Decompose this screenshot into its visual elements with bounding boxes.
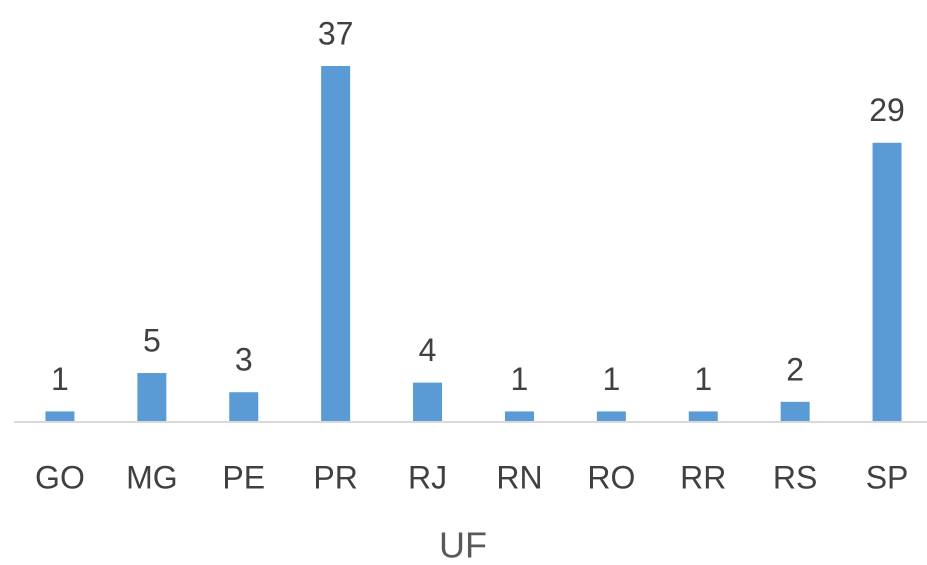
x-tick-label: RS — [773, 459, 817, 495]
bar — [45, 411, 75, 421]
bar — [321, 66, 351, 421]
data-label: 1 — [602, 361, 620, 397]
data-label: 29 — [869, 92, 905, 128]
x-tick-label: RO — [587, 459, 635, 495]
data-label: 4 — [419, 332, 437, 368]
x-axis-title: UF — [439, 525, 487, 565]
data-label: 2 — [786, 351, 804, 387]
data-label: 3 — [235, 342, 253, 378]
x-tick-label: PE — [222, 459, 265, 495]
data-label: 37 — [318, 15, 354, 51]
bar — [413, 382, 443, 421]
x-tick-label: RN — [496, 459, 542, 495]
bar — [688, 411, 718, 421]
bar — [229, 392, 259, 421]
x-tick-label: GO — [35, 459, 85, 495]
x-tick-label: SP — [866, 459, 909, 495]
bar — [780, 401, 810, 421]
data-label: 1 — [511, 361, 529, 397]
bar — [872, 142, 902, 421]
bar — [596, 411, 626, 421]
x-tick-label: PR — [313, 459, 357, 495]
bar — [137, 373, 167, 421]
x-tick-label: RJ — [408, 459, 447, 495]
x-tick-label: MG — [126, 459, 178, 495]
data-label: 5 — [143, 322, 161, 358]
bar — [504, 411, 534, 421]
data-label: 1 — [51, 361, 69, 397]
x-tick-label: RR — [680, 459, 726, 495]
data-label: 1 — [694, 361, 712, 397]
